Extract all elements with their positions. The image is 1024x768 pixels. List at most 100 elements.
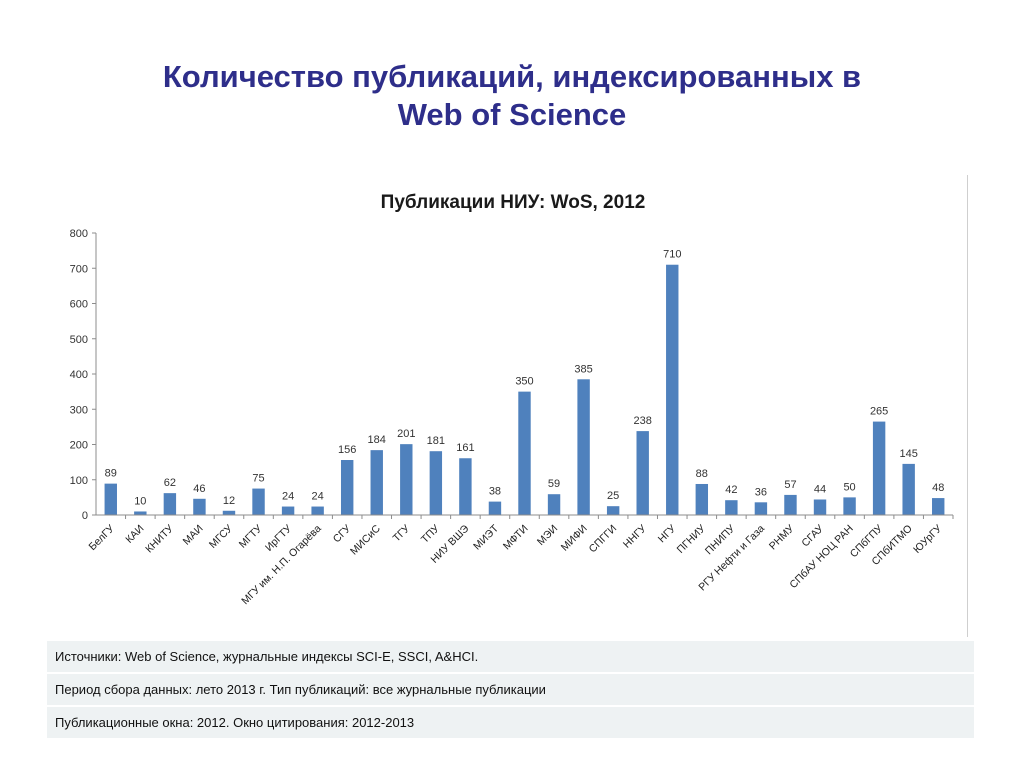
data-label: 161 [456, 442, 474, 454]
data-label: 145 [899, 448, 917, 460]
bar [370, 450, 383, 515]
chart-divider [967, 175, 968, 637]
bar [666, 264, 679, 515]
data-label: 181 [427, 435, 445, 447]
data-label: 710 [663, 249, 681, 261]
data-label: 156 [338, 444, 356, 456]
bar [547, 494, 561, 515]
bar [577, 379, 590, 515]
data-label: 24 [312, 491, 324, 503]
data-label: 44 [814, 483, 826, 495]
bar [695, 483, 709, 515]
data-label: 38 [489, 486, 501, 498]
bar [932, 498, 945, 515]
y-tick-label: 100 [70, 475, 88, 487]
data-label: 57 [784, 479, 796, 491]
x-tick-label: БелГУ [87, 522, 118, 553]
data-label: 75 [252, 473, 264, 485]
bar [843, 497, 856, 515]
x-tick-label: МИФИ [559, 523, 590, 554]
x-tick-label: МЭИ [535, 523, 560, 548]
data-label: 12 [223, 495, 235, 507]
x-tick-label: СГУ [331, 522, 354, 545]
chart-container: Публикации НИУ: WoS, 2012 0 100 200 300 400 5… [48, 170, 968, 638]
bar [134, 511, 147, 515]
note-publication-windows: Публикационные окна: 2012. Окно цитирова… [47, 707, 974, 740]
x-tick-label: СПГГИ [587, 523, 620, 556]
slide-title-line-2: Web of Science [397, 97, 627, 132]
bar [872, 421, 886, 515]
bar [784, 494, 797, 515]
bar-chart: Публикации НИУ: WoS, 2012 0 100 200 300 400 5… [70, 192, 954, 607]
x-tick-label: МГТУ [237, 522, 265, 550]
x-tick-label: МГСУ [207, 522, 235, 550]
x-tick-label: КАИ [123, 523, 146, 546]
x-tick-label: ННГУ [621, 522, 649, 550]
bar [725, 500, 738, 515]
data-label: 24 [282, 491, 294, 503]
slide-title: Количество публикаций, индексированных в… [0, 58, 1024, 134]
x-tick-label: РНМУ [767, 522, 797, 552]
data-label: 62 [164, 477, 176, 489]
data-label: 25 [607, 490, 619, 502]
y-tick-label: 300 [70, 404, 88, 416]
data-label: 350 [515, 376, 533, 388]
y-tick-label: 600 [70, 299, 88, 311]
y-tick-label: 0 [82, 510, 88, 522]
notes-table: Источники: Web of Science, журнальные ин… [47, 641, 974, 740]
note-collection-period: Период сбора данных: лето 2013 г. Тип пу… [47, 674, 974, 707]
bar [813, 499, 827, 515]
bar [754, 502, 768, 515]
data-label: 59 [548, 478, 560, 490]
bar [252, 488, 265, 515]
bar [340, 460, 354, 515]
x-tick-label: МИЭТ [471, 522, 501, 552]
bar [311, 506, 324, 515]
bar [163, 493, 177, 515]
y-axis: 0 100 200 300 400 500 600 700 800 [70, 228, 97, 522]
x-tick-label: ПГНИУ [675, 522, 708, 555]
bar [459, 458, 472, 515]
data-label: 201 [397, 428, 415, 440]
x-tick-label: МИСиС [348, 522, 383, 557]
data-label: 385 [574, 363, 592, 375]
x-tick-label: НГУ [656, 522, 679, 545]
bar [518, 391, 531, 515]
data-label: 46 [193, 483, 205, 495]
bar [606, 506, 620, 515]
x-tick-label: КНИТУ [143, 522, 176, 555]
data-label: 88 [696, 468, 708, 480]
data-label: 36 [755, 486, 767, 498]
bars: 89 10 62 46 12 75 24 24 156 184 201 181 161 38 350 59 38… [104, 249, 945, 515]
x-tick-label: ЮУрГУ [911, 522, 944, 555]
data-label: 42 [725, 484, 737, 496]
bar [104, 483, 117, 515]
data-label: 265 [870, 406, 888, 418]
y-tick-label: 500 [70, 334, 88, 346]
data-label: 238 [634, 415, 652, 427]
slide-title-line-1: Количество публикаций, индексированных в [162, 59, 862, 94]
x-tick-label: СГАУ [799, 522, 826, 549]
bar [193, 498, 206, 515]
bar [400, 444, 413, 515]
data-label: 48 [932, 482, 944, 494]
bar [902, 463, 915, 515]
bar [636, 431, 649, 515]
data-label: 50 [843, 481, 855, 493]
data-label: 89 [105, 468, 117, 480]
x-tick-label: ТПУ [419, 522, 442, 545]
x-tick-label: ТГУ [391, 522, 413, 544]
bar [281, 506, 295, 515]
bar [429, 451, 443, 515]
bar [488, 501, 502, 515]
x-tick-label: МАИ [181, 523, 206, 548]
x-tick-label: МФТИ [501, 523, 531, 553]
bar [222, 510, 236, 515]
note-sources: Источники: Web of Science, журнальные ин… [47, 641, 974, 674]
y-tick-label: 700 [70, 263, 88, 275]
y-tick-label: 800 [70, 228, 88, 240]
chart-title: Публикации НИУ: WoS, 2012 [381, 192, 646, 213]
data-label: 10 [134, 495, 146, 507]
data-label: 184 [368, 434, 386, 446]
